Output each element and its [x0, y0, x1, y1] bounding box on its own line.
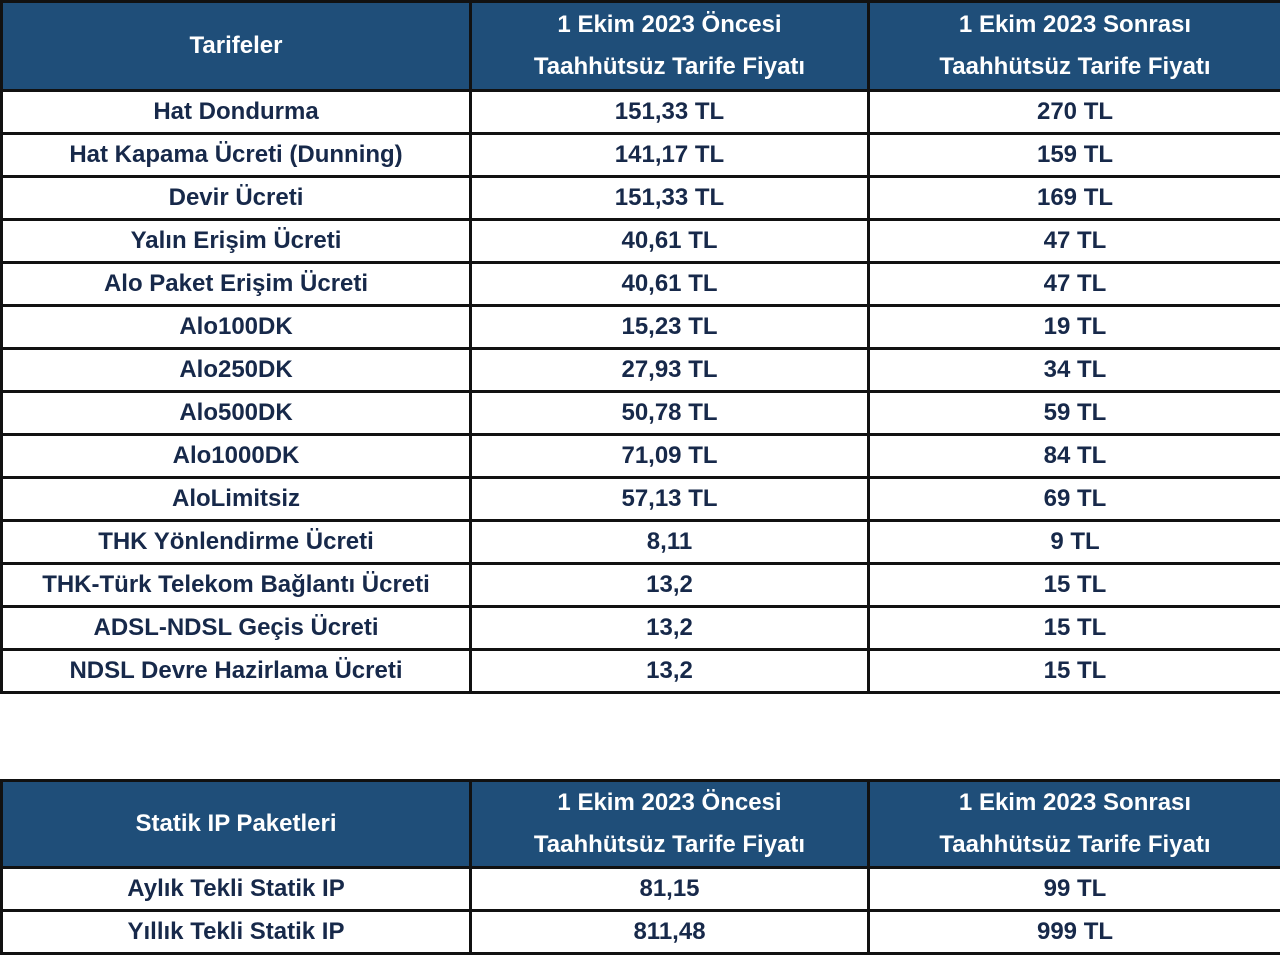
- table-header: Tarifeler 1 Ekim 2023 Öncesi Taahhütsüz Ta…: [0, 0, 1280, 92]
- header-line: 1 Ekim 2023 Sonrası: [958, 11, 1192, 38]
- price-cell: 84 TL: [867, 433, 1280, 479]
- table-row: Alo250DK 27,93 TL 34 TL: [0, 347, 1280, 393]
- table-row: Alo100DK 15,23 TL 19 TL: [0, 304, 1280, 350]
- tariff-name: AloLimitsiz: [0, 476, 472, 522]
- table-body: Hat Dondurma 151,33 TL 270 TL Hat Kapama Üc…: [0, 89, 1280, 694]
- price-cell: 270 TL: [867, 89, 1280, 135]
- table-row: Alo Paket Erişim Ücreti 40,61 TL 47 TL: [0, 261, 1280, 307]
- price-cell: 169 TL: [867, 175, 1280, 221]
- price-cell: 69 TL: [867, 476, 1280, 522]
- price-cell: 151,33 TL: [469, 175, 870, 221]
- price-cell: 50,78 TL: [469, 390, 870, 436]
- price-cell: 13,2: [469, 605, 870, 651]
- price-cell: 13,2: [469, 648, 870, 694]
- price-cell: 151,33 TL: [469, 89, 870, 135]
- tariff-name: ADSL-NDSL Geçis Ücreti: [0, 605, 472, 651]
- tariff-name: THK-Türk Telekom Bağlantı Ücreti: [0, 562, 472, 608]
- header-cell: 1 Ekim 2023 Öncesi Taahhütsüz Tarife Fiya…: [469, 0, 870, 92]
- table-row: Alo500DK 50,78 TL 59 TL: [0, 390, 1280, 436]
- price-cell: 15 TL: [867, 562, 1280, 608]
- price-cell: 9 TL: [867, 519, 1280, 565]
- table-body: Aylık Tekli Statik IP 81,15 99 TL Yıllık Te…: [0, 866, 1280, 955]
- price-cell: 15 TL: [867, 648, 1280, 694]
- header-line: 1 Ekim 2023 Sonrası: [958, 789, 1192, 816]
- tariff-name: Alo1000DK: [0, 433, 472, 479]
- static-ip-table: Statik IP Paketleri 1 Ekim 2023 Öncesi Taa…: [0, 779, 1280, 955]
- price-cell: 15,23 TL: [469, 304, 870, 350]
- tariff-name: Alo500DK: [0, 390, 472, 436]
- tariff-name: Yıllık Tekli Statik IP: [0, 909, 472, 955]
- tariff-name: Devir Ücreti: [0, 175, 472, 221]
- table-row: Alo1000DK 71,09 TL 84 TL: [0, 433, 1280, 479]
- header-line: Taahhütsüz Tarife Fiyatı: [533, 831, 806, 858]
- price-cell: 141,17 TL: [469, 132, 870, 178]
- table-row: Devir Ücreti 151,33 TL 169 TL: [0, 175, 1280, 221]
- price-cell: 15 TL: [867, 605, 1280, 651]
- price-cell: 159 TL: [867, 132, 1280, 178]
- header-cell: 1 Ekim 2023 Sonrası Taahhütsüz Tarife Fiy…: [867, 0, 1280, 92]
- tariff-name: Aylık Tekli Statik IP: [0, 866, 472, 912]
- header-line: Taahhütsüz Tarife Fiyatı: [533, 53, 806, 80]
- table-row: ADSL-NDSL Geçis Ücreti 13,2 15 TL: [0, 605, 1280, 651]
- price-cell: 71,09 TL: [469, 433, 870, 479]
- table-row: NDSL Devre Hazirlama Ücreti 13,2 15 TL: [0, 648, 1280, 694]
- tariff-name: Alo250DK: [0, 347, 472, 393]
- tariff-name: Alo100DK: [0, 304, 472, 350]
- header-cell: Statik IP Paketleri: [0, 779, 472, 869]
- table-row: Yıllık Tekli Statik IP 811,48 999 TL: [0, 909, 1280, 955]
- table-row: THK Yönlendirme Ücreti 8,11 9 TL: [0, 519, 1280, 565]
- price-cell: 34 TL: [867, 347, 1280, 393]
- tariff-name: Yalın Erişim Ücreti: [0, 218, 472, 264]
- price-cell: 59 TL: [867, 390, 1280, 436]
- price-cell: 13,2: [469, 562, 870, 608]
- table-row: Hat Dondurma 151,33 TL 270 TL: [0, 89, 1280, 135]
- header-line: Taahhütsüz Tarife Fiyatı: [939, 831, 1211, 858]
- header-line: Statik IP Paketleri: [135, 810, 337, 837]
- table-header: Statik IP Paketleri 1 Ekim 2023 Öncesi Taa…: [0, 779, 1280, 869]
- header-line: 1 Ekim 2023 Öncesi: [557, 11, 782, 38]
- table-row: AloLimitsiz 57,13 TL 69 TL: [0, 476, 1280, 522]
- price-cell: 811,48: [469, 909, 870, 955]
- tariff-name: Alo Paket Erişim Ücreti: [0, 261, 472, 307]
- price-cell: 19 TL: [867, 304, 1280, 350]
- table-row: Hat Kapama Ücreti (Dunning) 141,17 TL 159 …: [0, 132, 1280, 178]
- header-cell: 1 Ekim 2023 Öncesi Taahhütsüz Tarife Fiya…: [469, 779, 870, 869]
- header-cell: 1 Ekim 2023 Sonrası Taahhütsüz Tarife Fiy…: [867, 779, 1280, 869]
- tariff-name: THK Yönlendirme Ücreti: [0, 519, 472, 565]
- tariff-name: Hat Kapama Ücreti (Dunning): [0, 132, 472, 178]
- price-cell: 40,61 TL: [469, 261, 870, 307]
- tariff-name: NDSL Devre Hazirlama Ücreti: [0, 648, 472, 694]
- price-cell: 47 TL: [867, 261, 1280, 307]
- table-row: Yalın Erişim Ücreti 40,61 TL 47 TL: [0, 218, 1280, 264]
- price-cell: 8,11: [469, 519, 870, 565]
- price-cell: 57,13 TL: [469, 476, 870, 522]
- price-cell: 40,61 TL: [469, 218, 870, 264]
- price-cell: 999 TL: [867, 909, 1280, 955]
- header-cell: Tarifeler: [0, 0, 472, 92]
- header-line: 1 Ekim 2023 Öncesi: [557, 789, 782, 816]
- price-cell: 81,15: [469, 866, 870, 912]
- table-row: Aylık Tekli Statik IP 81,15 99 TL: [0, 866, 1280, 912]
- table-row: THK-Türk Telekom Bağlantı Ücreti 13,2 15 T…: [0, 562, 1280, 608]
- header-line: Tarifeler: [189, 32, 283, 59]
- price-cell: 27,93 TL: [469, 347, 870, 393]
- tariff-table: Tarifeler 1 Ekim 2023 Öncesi Taahhütsüz Ta…: [0, 0, 1280, 694]
- price-cell: 47 TL: [867, 218, 1280, 264]
- header-line: Taahhütsüz Tarife Fiyatı: [939, 53, 1211, 80]
- price-cell: 99 TL: [867, 866, 1280, 912]
- tariff-name: Hat Dondurma: [0, 89, 472, 135]
